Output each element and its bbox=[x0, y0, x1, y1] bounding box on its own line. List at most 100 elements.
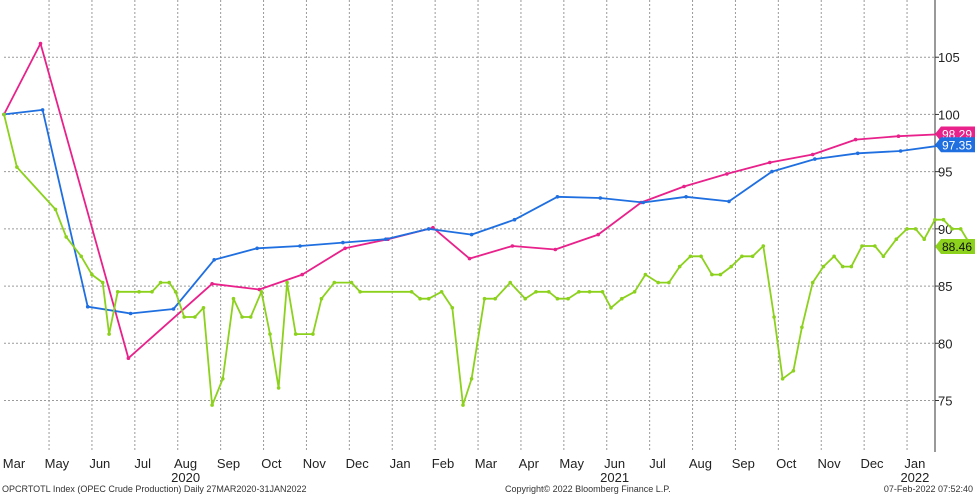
x-tick-label: Nov bbox=[303, 456, 327, 471]
grid-lines bbox=[4, 0, 935, 452]
series-point-2 bbox=[426, 227, 431, 231]
series-point-3 bbox=[276, 386, 281, 390]
series-point-3 bbox=[849, 264, 854, 269]
year-label: 2022 bbox=[900, 470, 929, 485]
series-point-3 bbox=[718, 272, 723, 277]
series-point-3 bbox=[240, 315, 244, 319]
series-point-3 bbox=[493, 296, 498, 301]
series-point-3 bbox=[587, 290, 592, 294]
series-point-1 bbox=[300, 272, 305, 277]
series-point-3 bbox=[577, 290, 581, 294]
series-point-3 bbox=[860, 244, 864, 248]
series-point-3 bbox=[547, 290, 551, 294]
series-point-3 bbox=[750, 254, 755, 259]
y-tick-label: 80 bbox=[938, 336, 952, 351]
series-point-3 bbox=[231, 296, 236, 301]
series-point-3 bbox=[248, 315, 253, 319]
x-tick-label: Jan bbox=[904, 456, 925, 471]
series-point-3 bbox=[894, 237, 899, 241]
x-tick-label: Oct bbox=[776, 456, 797, 471]
series-point-2 bbox=[727, 199, 731, 204]
series-point-3 bbox=[201, 306, 206, 310]
series-point-3 bbox=[469, 377, 474, 381]
series-point-3 bbox=[64, 235, 68, 239]
y-tick-label: 90 bbox=[938, 222, 952, 237]
footer-center: Copyright© 2022 Bloomberg Finance L.P. bbox=[505, 484, 671, 494]
series-point-1 bbox=[38, 41, 43, 46]
series-point-3 bbox=[832, 254, 836, 259]
series-point-1 bbox=[810, 152, 815, 157]
series-point-3 bbox=[620, 296, 624, 301]
x-tick-label: Apr bbox=[519, 456, 540, 471]
series-point-3 bbox=[409, 290, 414, 294]
y-tick-label: 75 bbox=[938, 394, 952, 409]
series-point-3 bbox=[319, 296, 324, 301]
series-point-3 bbox=[710, 272, 714, 277]
series-point-3 bbox=[268, 332, 272, 336]
series-point-1 bbox=[343, 246, 347, 251]
series-line-2 bbox=[3, 109, 946, 315]
x-tick-label: Jun bbox=[604, 456, 625, 471]
series-point-3 bbox=[643, 272, 648, 277]
y-tick-label: 100 bbox=[938, 107, 960, 122]
series-point-2 bbox=[212, 258, 216, 262]
y-tick-label: 105 bbox=[938, 50, 960, 65]
series-line-1 bbox=[3, 42, 946, 360]
value-tag-bg-2 bbox=[935, 137, 975, 153]
series-point-3 bbox=[699, 254, 703, 259]
series-point-1 bbox=[725, 172, 729, 176]
series-point-3 bbox=[150, 290, 154, 294]
x-tick-label: Feb bbox=[432, 456, 454, 471]
value-tag-label-2: 97.35 bbox=[942, 138, 972, 152]
series-point-1 bbox=[853, 137, 858, 142]
x-tick-label: May bbox=[559, 456, 584, 471]
series-point-3 bbox=[881, 254, 886, 259]
series-point-3 bbox=[873, 244, 877, 248]
series-point-3 bbox=[137, 290, 141, 294]
series-point-2 bbox=[598, 196, 603, 200]
series-point-1 bbox=[896, 134, 901, 138]
series-point-1 bbox=[768, 160, 772, 165]
series-point-1 bbox=[596, 232, 600, 237]
series-point-3 bbox=[358, 290, 362, 294]
series-point-3 bbox=[761, 244, 766, 248]
series-point-3 bbox=[677, 264, 682, 269]
y-tick-label: 95 bbox=[938, 165, 952, 180]
year-label: 2021 bbox=[600, 470, 629, 485]
series-point-2 bbox=[85, 304, 90, 309]
x-tick-label: Sep bbox=[217, 456, 240, 471]
series-point-3 bbox=[193, 315, 197, 319]
series-point-2 bbox=[384, 237, 388, 241]
x-tick-label: Jul bbox=[134, 456, 151, 471]
series-point-2 bbox=[684, 195, 688, 199]
series-point-3 bbox=[780, 377, 785, 381]
series-point-3 bbox=[555, 296, 560, 301]
series-point-2 bbox=[341, 240, 345, 245]
series-point-2 bbox=[255, 246, 259, 251]
series-point-3 bbox=[100, 280, 105, 285]
series-point-3 bbox=[609, 306, 613, 310]
x-tick-label: Nov bbox=[818, 456, 842, 471]
x-tick-label: Mar bbox=[3, 456, 26, 471]
series-point-3 bbox=[167, 280, 171, 285]
x-tick-label: Oct bbox=[261, 456, 282, 471]
series-point-3 bbox=[90, 272, 94, 277]
series-point-3 bbox=[79, 254, 83, 259]
series-point-2 bbox=[770, 169, 774, 174]
x-tick-label: Dec bbox=[860, 456, 884, 471]
series-point-3 bbox=[115, 290, 120, 294]
series-point-2 bbox=[555, 195, 560, 199]
series-point-3 bbox=[259, 290, 264, 294]
series-point-2 bbox=[469, 232, 474, 237]
y-tick-labels: 75 80 85 90 95 100 105 bbox=[935, 50, 960, 409]
series-point-3 bbox=[221, 377, 225, 381]
x-tick-label: May bbox=[45, 456, 70, 471]
series-point-2 bbox=[813, 157, 817, 161]
value-tag-bg-3 bbox=[935, 238, 975, 254]
series-point-3 bbox=[482, 296, 487, 301]
series-point-3 bbox=[285, 280, 289, 285]
series-point-2 bbox=[298, 244, 302, 248]
series-point-3 bbox=[922, 237, 926, 241]
series-point-3 bbox=[772, 315, 776, 319]
